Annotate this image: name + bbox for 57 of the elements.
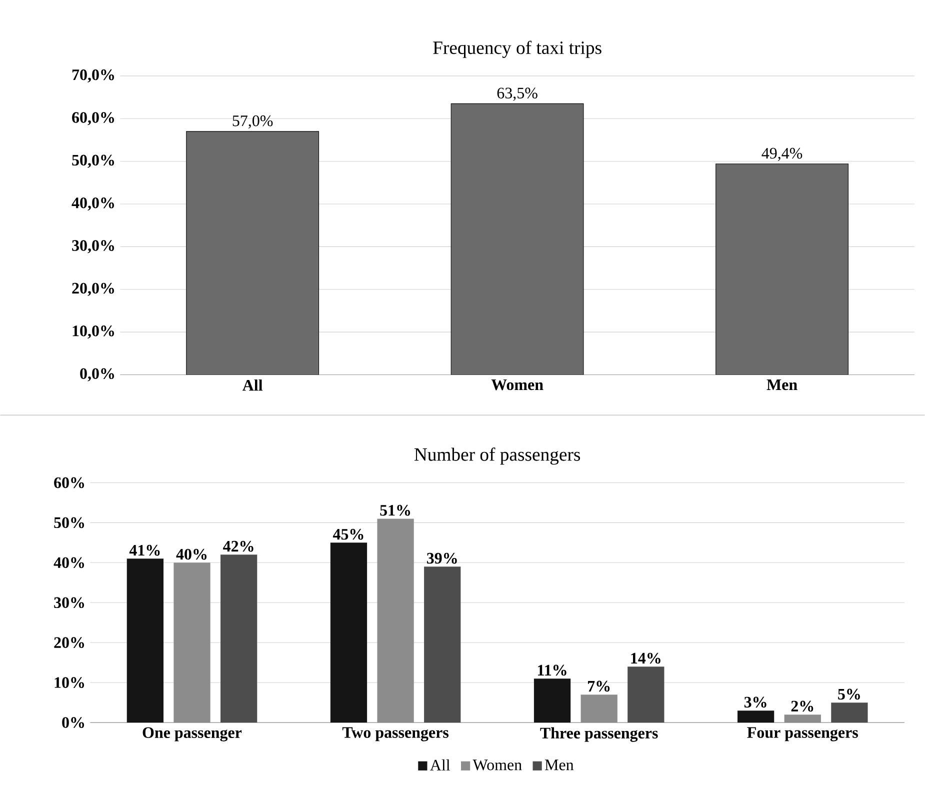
x-tick-label: Two passengers <box>342 728 449 742</box>
data-label: 51% <box>380 505 410 516</box>
x-tick-label: Three passengers <box>540 728 658 742</box>
bar <box>126 558 164 723</box>
bar <box>450 104 584 375</box>
y-tick-label: 60,0% <box>72 112 114 126</box>
data-label: 7% <box>588 681 610 692</box>
bar <box>174 562 210 723</box>
chart-title: Frequency of taxi trips <box>433 40 602 58</box>
bar <box>580 694 618 723</box>
bar <box>220 554 258 723</box>
bar <box>784 714 821 723</box>
y-tick-label: 60% <box>54 478 84 488</box>
data-label: 42% <box>223 541 254 552</box>
bar <box>377 518 414 723</box>
y-tick-label: 30% <box>54 597 84 608</box>
y-tick-label: 10,0% <box>72 326 114 339</box>
data-label: 45% <box>332 529 364 540</box>
data-label: 39% <box>426 553 457 564</box>
data-label: 5% <box>838 689 860 700</box>
data-label: 14% <box>631 653 660 664</box>
data-label: 2% <box>791 701 814 712</box>
bar <box>534 678 571 723</box>
y-tick-label: 0% <box>62 717 84 728</box>
data-label: 63,5% <box>497 88 538 102</box>
data-label: 3% <box>744 697 766 708</box>
legend-label: Women <box>472 760 522 771</box>
y-tick-label: 10% <box>54 677 84 688</box>
bar <box>716 164 848 375</box>
x-tick-label: All <box>242 380 262 391</box>
data-label: 11% <box>538 665 566 676</box>
y-tick-label: 50,0% <box>72 155 114 168</box>
y-tick-label: 30,0% <box>72 240 114 254</box>
data-label: 40% <box>176 549 206 560</box>
bar <box>831 702 868 723</box>
bar <box>424 566 461 723</box>
x-tick-label: One passenger <box>142 727 242 742</box>
data-label: 49,4% <box>762 148 802 162</box>
data-label: 57,0% <box>232 116 273 129</box>
legend-label: Men <box>544 760 574 771</box>
x-tick-label: Men <box>766 380 798 390</box>
y-tick-label: 50% <box>54 517 84 528</box>
bar <box>330 542 368 723</box>
y-tick-label: 40% <box>54 557 84 568</box>
x-tick-label: Women <box>491 380 544 390</box>
y-tick-label: 20,0% <box>72 283 114 296</box>
data-label: 41% <box>129 545 160 556</box>
chart-title: Number of passengers <box>414 448 580 465</box>
y-tick-label: 0,0% <box>80 368 114 382</box>
bar <box>186 131 320 375</box>
legend-label: All <box>430 760 450 771</box>
y-tick-label: 40,0% <box>72 198 114 211</box>
y-tick-label: 20% <box>54 637 84 648</box>
bar <box>738 710 774 723</box>
y-tick-label: 70,0% <box>72 70 114 83</box>
x-tick-label: Four passengers <box>747 728 858 742</box>
bar <box>628 666 664 723</box>
